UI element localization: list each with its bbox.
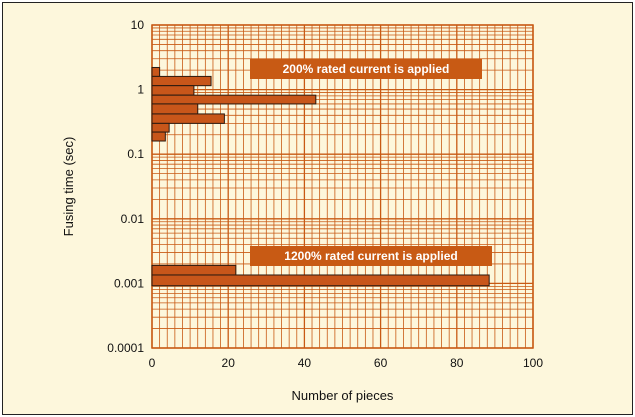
y-tick-label: 0.0001 [107, 341, 144, 355]
histogram-bar [151, 75, 212, 87]
x-tick-label: 80 [450, 356, 464, 370]
x-tick-label: 0 [149, 356, 156, 370]
y-axis-label: Fusing time (sec) [61, 137, 76, 237]
fusing-time-chart: 200% rated current is applied 1200% rated… [61, 18, 543, 403]
y-tick-label: 0.001 [114, 276, 144, 290]
histogram-bar [151, 103, 199, 115]
histogram-bar [151, 94, 317, 105]
x-tick-label: 60 [374, 356, 388, 370]
histogram-bar [151, 264, 237, 276]
x-axis-label: Number of pieces [292, 388, 394, 403]
annotation-label: 200% rated current is applied [283, 62, 450, 76]
y-tick-label: 1 [137, 83, 144, 97]
x-tick-label: 40 [298, 356, 312, 370]
y-tick-label: 10 [131, 18, 145, 32]
y-tick-label: 0.1 [127, 147, 144, 161]
y-tick-label: 0.01 [121, 212, 145, 226]
histogram-bar [151, 113, 225, 124]
annotation-box [250, 59, 482, 79]
histogram-bar [151, 66, 161, 77]
x-tick-label: 100 [523, 356, 543, 370]
histogram-bar [151, 274, 490, 287]
annotation-box [250, 246, 492, 266]
histogram-bar [151, 85, 195, 96]
histogram-bar [151, 122, 170, 133]
x-tick-label: 20 [222, 356, 236, 370]
annotation-label: 1200% rated current is applied [284, 249, 457, 263]
histogram-bar [151, 131, 166, 142]
plot-border [151, 24, 534, 349]
